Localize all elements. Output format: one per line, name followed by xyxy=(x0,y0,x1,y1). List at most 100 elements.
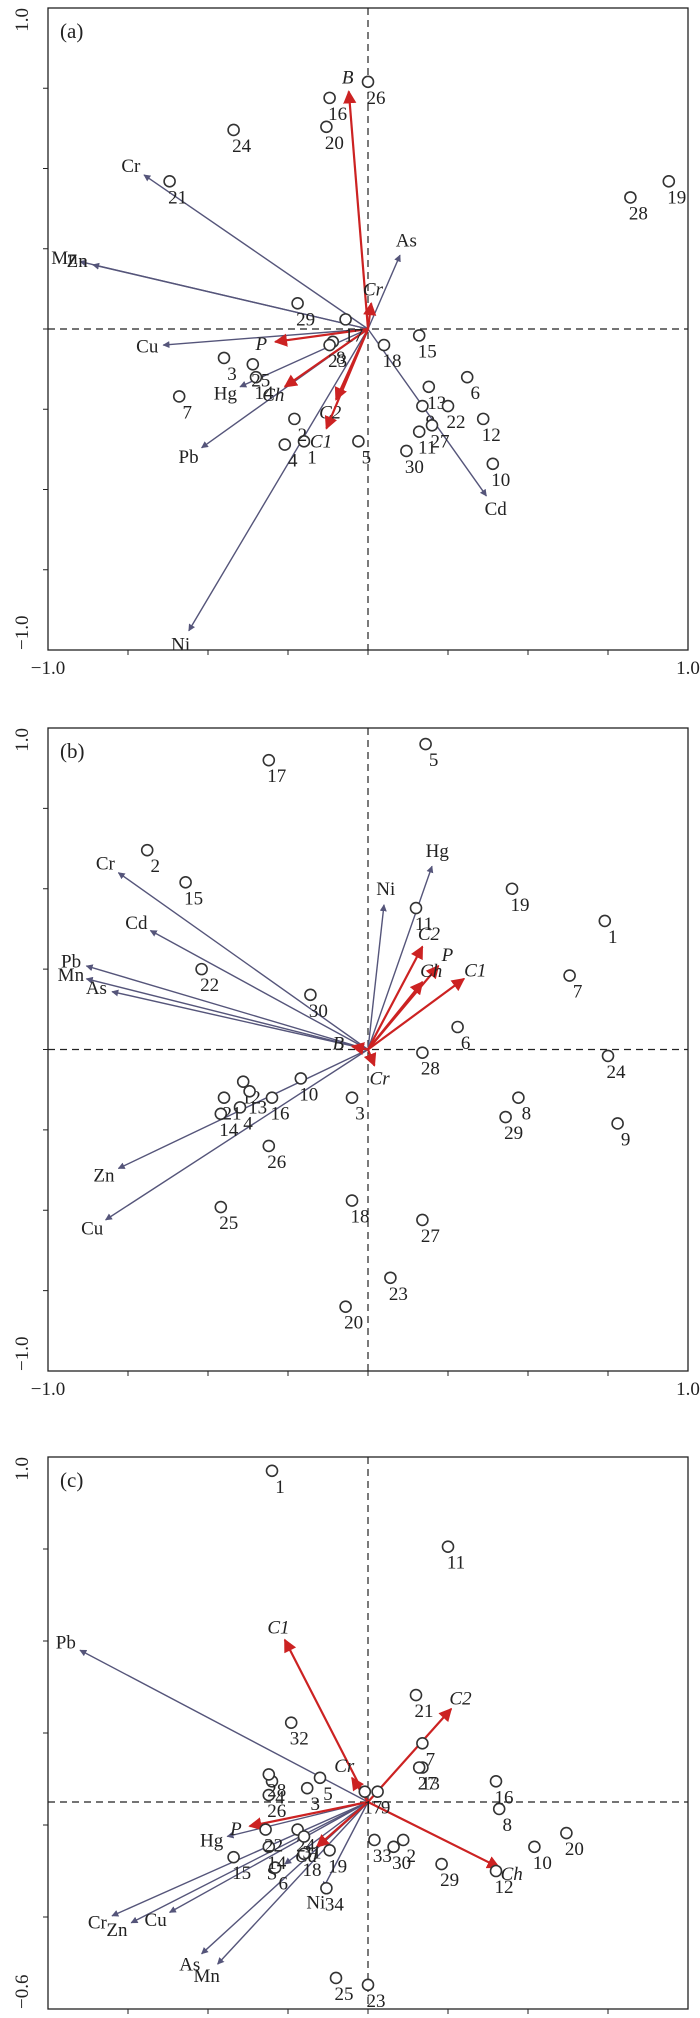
panel-label: (b) xyxy=(60,739,85,763)
sample-point-label: 6 xyxy=(470,383,480,404)
sample-point-label: 9 xyxy=(381,1798,391,1819)
element-vector-label: Cd xyxy=(125,913,148,934)
element-vector-label: Ni xyxy=(171,634,190,655)
sample-point-label: 12 xyxy=(495,1877,514,1898)
sample-point-label: 21 xyxy=(223,1104,242,1125)
sample-point-label: 31 xyxy=(303,1843,322,1864)
sample-point-3 xyxy=(300,1781,314,1795)
sample-point-label: 18 xyxy=(303,1860,322,1881)
sample-point-label: 8 xyxy=(522,1104,532,1125)
element-vector-ni xyxy=(322,1801,369,1889)
sample-point-24 xyxy=(227,123,240,137)
sample-point-2 xyxy=(140,843,154,857)
element-vector-label: Cr xyxy=(96,853,116,874)
sample-point-25 xyxy=(214,1200,228,1214)
sample-point-label: 1 xyxy=(275,1477,285,1498)
sample-point-label: 23 xyxy=(328,351,347,372)
sample-point-4 xyxy=(278,438,292,451)
sample-point-1 xyxy=(265,1464,279,1478)
sample-point-label: 7 xyxy=(182,402,192,423)
sample-point-label: 22 xyxy=(264,1836,283,1857)
panel-label: (a) xyxy=(60,19,83,43)
element-vector-label: Mn xyxy=(194,1966,221,1987)
sample-point-label: 25 xyxy=(335,1984,354,2005)
sample-point-label: 8 xyxy=(502,1815,512,1836)
sample-point-label: 13 xyxy=(421,1774,440,1795)
element-vector-label: Zn xyxy=(93,1165,115,1186)
sample-point-23 xyxy=(361,1978,375,1992)
element-vector-label: Pb xyxy=(56,1633,76,1654)
element-vector-label: Hg xyxy=(200,1830,224,1851)
sample-point-label: 29 xyxy=(296,309,315,330)
sample-point-label: 19 xyxy=(667,187,686,208)
sample-point-25 xyxy=(329,1971,343,1985)
sample-point-label: 19 xyxy=(511,895,530,916)
sample-point-label: 20 xyxy=(344,1313,363,1334)
sample-point-label: 30 xyxy=(405,457,424,478)
sample-point-label: 16 xyxy=(328,104,347,125)
element-vector-label: Mn xyxy=(58,965,85,986)
environment-vector-c1 xyxy=(367,977,466,1051)
x-tick-label-min: −1.0 xyxy=(31,658,65,679)
element-vector-mn xyxy=(85,976,369,1051)
sample-point-label: 18 xyxy=(351,1207,370,1228)
sample-point-label: 14 xyxy=(219,1120,239,1141)
sample-point-22 xyxy=(259,1823,272,1836)
panel-label: (c) xyxy=(60,1468,83,1492)
sample-point-label: 15 xyxy=(418,341,437,362)
environment-vector-label: Cr xyxy=(363,279,384,300)
sample-point-label: 11 xyxy=(447,1553,465,1574)
sample-point-1 xyxy=(598,914,612,928)
sample-point-label: 21 xyxy=(168,187,187,208)
sample-point-label: 12 xyxy=(482,425,501,446)
sample-point-label: 26 xyxy=(267,1801,286,1822)
element-vector-label: Cd xyxy=(485,499,508,520)
sample-point-label: 26 xyxy=(267,1152,286,1173)
sample-point-17 xyxy=(339,313,352,326)
sample-point-label: 4 xyxy=(288,451,298,472)
sample-point-6 xyxy=(460,370,474,384)
sample-point-label: 6 xyxy=(278,1874,288,1895)
sample-point-label: 2 xyxy=(150,856,160,877)
sample-point-14 xyxy=(262,1840,276,1854)
y-tick-label-max: 1.0 xyxy=(12,1457,33,1481)
sample-point-15 xyxy=(412,329,426,342)
sample-point-label: 14 xyxy=(267,1853,287,1874)
sample-point-27 xyxy=(416,1213,429,1227)
sample-point-label: 20 xyxy=(565,1839,584,1860)
sample-point-label: 10 xyxy=(533,1853,552,1874)
sample-point-label: 21 xyxy=(415,1701,434,1722)
environment-vector-label: C2 xyxy=(449,1688,472,1709)
sample-point-7 xyxy=(416,1737,429,1750)
sample-point-16 xyxy=(323,91,336,105)
x-tick-label-max: 1.0 xyxy=(676,658,700,679)
sample-point-label: 33 xyxy=(373,1846,392,1867)
environment-vector-label: C1 xyxy=(464,960,486,981)
environment-vector-ch xyxy=(367,980,424,1051)
y-tick-label-max: 1.0 xyxy=(12,8,33,32)
sample-point-15 xyxy=(227,1850,240,1864)
sample-point-label: 13 xyxy=(427,393,446,414)
sample-point-11 xyxy=(409,901,423,915)
element-vector-label: Cr xyxy=(88,1912,108,1933)
y-tick-label-min: −1.0 xyxy=(12,1337,33,1371)
sample-point-8 xyxy=(512,1091,525,1105)
sample-point-label: 28 xyxy=(421,1059,440,1080)
sample-point-label: 19 xyxy=(328,1856,347,1877)
sample-point-label: 5 xyxy=(362,447,372,468)
sample-point-label: 29 xyxy=(504,1123,523,1144)
sample-point-27 xyxy=(412,1761,426,1774)
panel-3: −1.01.01.0−0.6(c)PbHgCrZnCuAsMnNiSC1C2PC… xyxy=(12,1456,700,2018)
sample-point-17 xyxy=(262,753,276,767)
sample-point-11 xyxy=(441,1540,455,1553)
environment-vector-p xyxy=(273,327,369,347)
environment-vector-cd xyxy=(315,1801,369,1848)
sample-point-5 xyxy=(313,1771,327,1785)
sample-point-29 xyxy=(291,297,304,310)
sample-point-22 xyxy=(441,399,455,413)
sample-point-33 xyxy=(368,1833,381,1847)
sample-point-1 xyxy=(297,435,311,448)
environment-vector-ch xyxy=(283,328,369,388)
